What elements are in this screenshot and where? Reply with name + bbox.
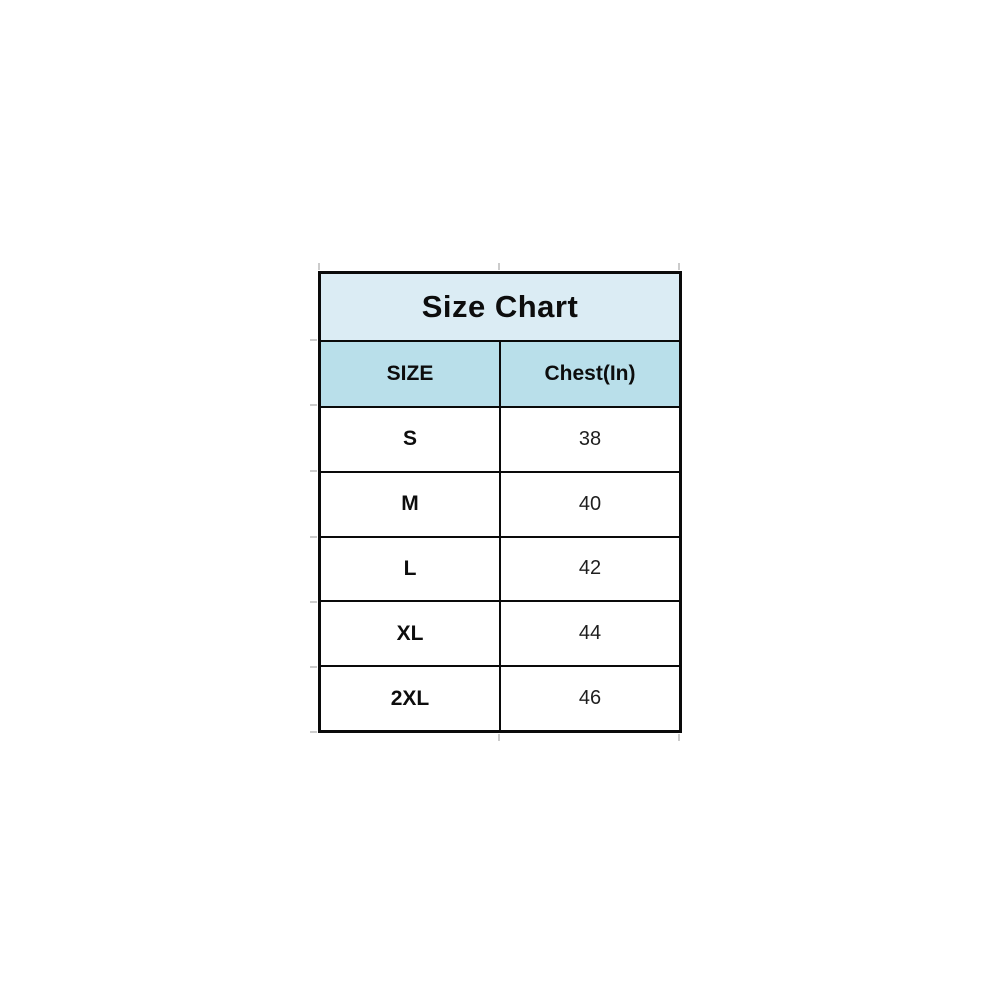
table-header-row: SIZE Chest(In) <box>321 342 679 408</box>
size-cell: L <box>321 537 501 601</box>
size-cell: S <box>321 408 501 471</box>
chest-value: 40 <box>578 492 602 515</box>
gridline-stub <box>498 263 500 270</box>
gridline-stub <box>310 601 317 603</box>
size-value: 2XL <box>390 686 430 710</box>
size-value: XL <box>396 621 424 645</box>
column-header-chest: Chest(In) <box>501 342 679 406</box>
size-chart-table: Size Chart SIZE Chest(In) S 38 M 40 <box>318 271 682 733</box>
gridline-stub <box>310 731 317 733</box>
gridline-stub <box>318 263 320 270</box>
gridline-stub <box>678 263 680 270</box>
chest-cell: 46 <box>501 667 679 730</box>
size-cell: 2XL <box>321 667 501 730</box>
gridline-stub <box>678 734 680 741</box>
chest-value: 44 <box>578 622 602 645</box>
column-header-chest-label: Chest(In) <box>544 362 636 385</box>
gridline-stub <box>310 536 317 538</box>
gridline-stub <box>498 734 500 741</box>
chest-cell: 42 <box>501 538 679 601</box>
table-row: S 38 <box>321 408 679 473</box>
chest-value: 42 <box>578 557 602 580</box>
chest-cell: 38 <box>501 408 679 471</box>
gridline-stub <box>310 666 317 668</box>
table-title-row: Size Chart <box>321 274 679 342</box>
table-row: M 40 <box>321 472 679 538</box>
size-value: S <box>402 427 417 451</box>
chest-cell: 40 <box>501 473 679 536</box>
gridline-stub <box>310 470 317 472</box>
chest-value: 46 <box>578 687 602 710</box>
size-cell: M <box>321 472 501 536</box>
size-cell: XL <box>321 602 501 666</box>
table-title: Size Chart <box>421 289 579 324</box>
gridline-stub <box>310 339 317 341</box>
column-header-size-label: SIZE <box>386 362 434 385</box>
table-row: L 42 <box>321 537 679 603</box>
chest-cell: 44 <box>501 602 679 665</box>
size-value: M <box>401 492 419 516</box>
column-header-size: SIZE <box>321 342 501 406</box>
chest-value: 38 <box>578 427 602 450</box>
gridline-stub <box>310 404 317 406</box>
table-row: 2XL 46 <box>321 667 679 730</box>
size-value: L <box>403 556 417 580</box>
table-row: XL 44 <box>321 602 679 668</box>
